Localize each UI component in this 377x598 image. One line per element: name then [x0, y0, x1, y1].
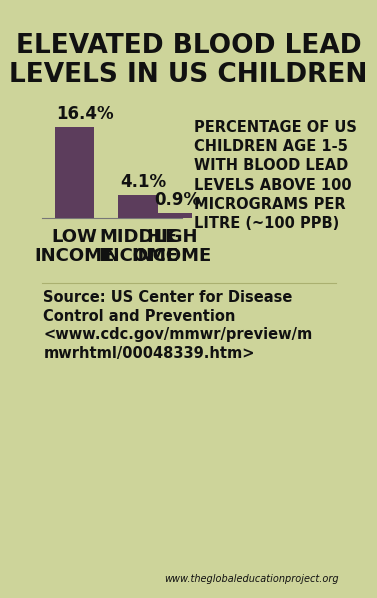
Text: MIDDLE
INCOME: MIDDLE INCOME	[98, 228, 178, 266]
Text: 0.9%: 0.9%	[154, 191, 200, 209]
Text: HIGH
INCOME: HIGH INCOME	[132, 228, 212, 266]
Text: ELEVATED BLOOD LEAD
LEVELS IN US CHILDREN: ELEVATED BLOOD LEAD LEVELS IN US CHILDRE…	[9, 33, 368, 88]
Text: 16.4%: 16.4%	[57, 105, 114, 123]
Text: LOW
INCOME: LOW INCOME	[35, 228, 115, 266]
Text: www.theglobaleducationproject.org: www.theglobaleducationproject.org	[164, 574, 339, 584]
Text: PERCENTAGE OF US
CHILDREN AGE 1-5
WITH BLOOD LEAD
LEVELS ABOVE 100
MICROGRAMS PE: PERCENTAGE OF US CHILDREN AGE 1-5 WITH B…	[194, 120, 357, 231]
Text: Source: US Center for Disease
Control and Prevention
<www.cdc.gov/mmwr/preview/m: Source: US Center for Disease Control an…	[43, 290, 313, 361]
FancyBboxPatch shape	[33, 0, 345, 598]
Bar	[118, 195, 158, 218]
Bar	[55, 127, 95, 218]
Text: 4.1%: 4.1%	[120, 173, 166, 191]
Bar	[152, 213, 192, 218]
